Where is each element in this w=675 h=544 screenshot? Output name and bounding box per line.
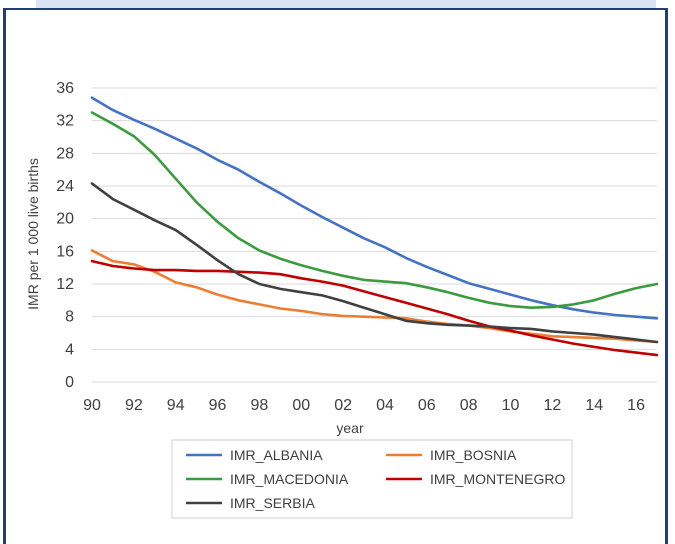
y-tick-label: 16 [56, 243, 74, 260]
x-tick-label: 12 [543, 397, 561, 414]
legend-label: IMR_ALBANIA [230, 447, 323, 463]
y-tick-label: 20 [56, 211, 74, 228]
x-tick-label: 08 [460, 397, 478, 414]
x-tick-label: 90 [83, 397, 101, 414]
legend-item: IMR_BOSNIA [386, 447, 517, 463]
y-tick-label: 12 [56, 276, 74, 293]
y-tick-label: 24 [56, 178, 74, 195]
x-axis-ticks: 90 92 94 96 98 00 02 04 06 08 10 12 14 16 [83, 397, 645, 414]
figure-frame [3, 8, 668, 544]
x-tick-label: 96 [209, 397, 227, 414]
x-tick-label: 98 [251, 397, 269, 414]
x-tick-label: 16 [627, 397, 645, 414]
y-tick-label: 36 [56, 80, 74, 97]
series-line-imr-serbia [90, 182, 659, 344]
series-line-imr-montenegro [90, 259, 659, 357]
x-tick-label: 02 [334, 397, 352, 414]
legend: IMR_ALBANIA IMR_BOSNIA IMR_MACEDONIA IMR_MO… [186, 447, 565, 511]
x-axis-title: year [336, 420, 364, 436]
y-tick-label: 0 [65, 374, 74, 391]
series-lines [90, 96, 659, 357]
x-tick-label: 92 [125, 397, 143, 414]
legend-item: IMR_MACEDONIA [186, 471, 349, 487]
legend-label: IMR_MACEDONIA [230, 471, 349, 487]
y-tick-label: 4 [65, 341, 74, 358]
legend-label: IMR_BOSNIA [430, 447, 517, 463]
x-tick-label: 94 [167, 397, 185, 414]
x-tick-label: 04 [376, 397, 394, 414]
series-line-imr-macedonia [90, 111, 659, 310]
y-axis-title: IMR per 1 000 live births [25, 158, 41, 310]
legend-item: IMR_ALBANIA [186, 447, 323, 463]
y-tick-label: 32 [56, 113, 74, 130]
top-banner-strip [36, 0, 656, 8]
legend-item: IMR_SERBIA [186, 495, 315, 511]
x-tick-label: 06 [418, 397, 436, 414]
y-axis-ticks: 0 4 8 12 16 20 24 28 32 36 [56, 80, 74, 391]
x-tick-label: 14 [585, 397, 603, 414]
y-tick-label: 28 [56, 145, 74, 162]
x-tick-label: 00 [292, 397, 310, 414]
legend-item: IMR_MONTENEGRO [386, 471, 565, 487]
legend-label: IMR_SERBIA [230, 495, 315, 511]
x-tick-label: 10 [502, 397, 520, 414]
series-line-imr-bosnia [90, 249, 659, 344]
legend-box [171, 439, 573, 519]
y-tick-label: 8 [65, 309, 74, 326]
series-line-imr-albania [90, 96, 659, 320]
legend-label: IMR_MONTENEGRO [430, 471, 565, 487]
